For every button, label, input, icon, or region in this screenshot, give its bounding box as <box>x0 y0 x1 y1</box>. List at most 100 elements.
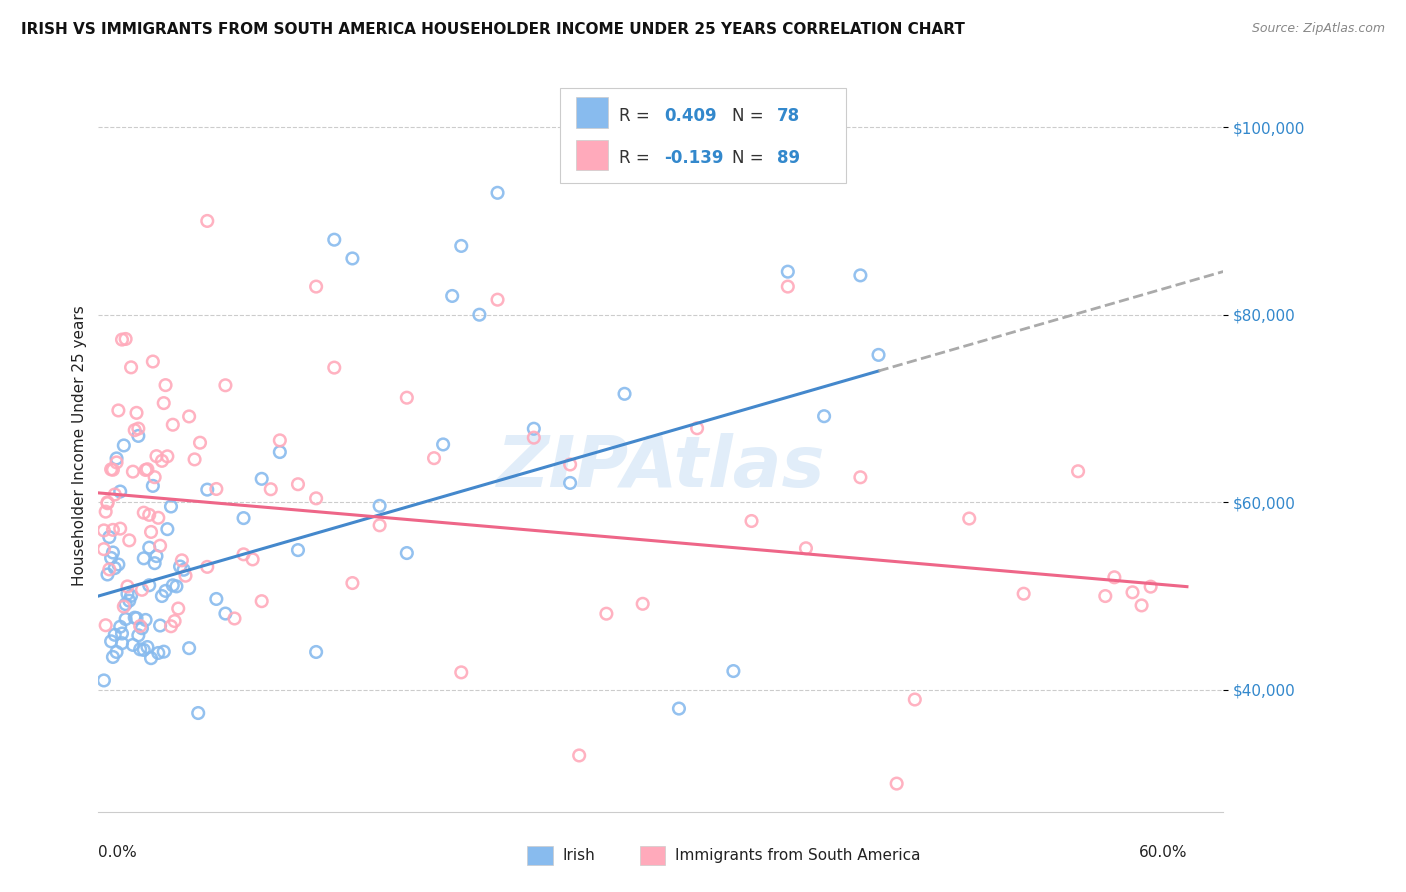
Point <box>794 541 817 556</box>
Point <box>232 511 254 525</box>
Point <box>139 651 162 665</box>
Point <box>149 618 172 632</box>
Point <box>287 543 309 558</box>
Point <box>486 186 509 200</box>
Point <box>523 422 546 436</box>
Point <box>441 289 464 303</box>
Text: N =: N = <box>731 149 769 167</box>
Point <box>813 409 835 424</box>
Point <box>142 479 165 493</box>
Point <box>131 582 153 597</box>
Point <box>142 354 165 368</box>
Point <box>269 445 291 459</box>
Point <box>112 438 135 452</box>
Point <box>143 556 166 570</box>
Point <box>155 583 177 598</box>
Point <box>122 638 145 652</box>
Point <box>138 578 160 592</box>
Point <box>129 619 152 633</box>
Point <box>305 645 328 659</box>
Point <box>568 748 591 763</box>
Point <box>162 578 184 592</box>
Point <box>96 496 118 510</box>
Point <box>160 500 183 514</box>
Point <box>107 403 129 417</box>
Point <box>741 514 763 528</box>
Point <box>105 645 128 659</box>
Point <box>187 706 209 720</box>
Point <box>94 505 117 519</box>
Point <box>118 533 141 548</box>
Point <box>423 451 446 466</box>
Point <box>468 308 491 322</box>
Point <box>323 233 346 247</box>
Text: -0.139: -0.139 <box>664 149 724 167</box>
Point <box>96 495 118 509</box>
Point <box>342 576 364 591</box>
Point <box>432 437 454 451</box>
Point <box>138 508 160 522</box>
Point <box>94 618 117 632</box>
Point <box>143 470 166 484</box>
Point <box>868 348 890 362</box>
Point <box>668 701 690 715</box>
Point <box>195 483 218 497</box>
Point <box>395 546 418 560</box>
Point <box>250 472 273 486</box>
Point <box>849 470 872 484</box>
Point <box>287 477 309 491</box>
Text: 0.409: 0.409 <box>664 107 717 125</box>
Point <box>486 293 509 307</box>
Point <box>96 567 118 582</box>
Point <box>957 511 980 525</box>
Point <box>595 607 617 621</box>
Y-axis label: Householder Income Under 25 years: Householder Income Under 25 years <box>72 306 87 586</box>
Point <box>150 454 173 468</box>
Point <box>100 634 122 648</box>
Point <box>224 611 246 625</box>
Point <box>135 613 157 627</box>
Point <box>139 524 162 539</box>
Point <box>125 611 148 625</box>
Point <box>305 279 328 293</box>
Point <box>395 391 418 405</box>
Point <box>174 568 197 582</box>
Text: 0.0%: 0.0% <box>98 845 138 860</box>
Point <box>111 626 134 640</box>
Point <box>117 579 139 593</box>
Text: Irish: Irish <box>562 848 595 863</box>
Point <box>269 434 291 448</box>
Point <box>1139 580 1161 594</box>
Point <box>122 465 145 479</box>
Point <box>101 523 124 537</box>
Point <box>93 542 115 557</box>
Point <box>232 547 254 561</box>
Point <box>101 650 124 665</box>
Point <box>108 484 131 499</box>
Point <box>127 429 149 443</box>
Point <box>100 462 122 476</box>
Point <box>160 619 183 633</box>
Point <box>152 645 174 659</box>
Point <box>323 360 346 375</box>
Text: IRISH VS IMMIGRANTS FROM SOUTH AMERICA HOUSEHOLDER INCOME UNDER 25 YEARS CORRELA: IRISH VS IMMIGRANTS FROM SOUTH AMERICA H… <box>21 22 965 37</box>
Point <box>523 431 546 445</box>
Point <box>111 636 134 650</box>
Point <box>170 553 193 567</box>
Point <box>149 539 172 553</box>
Point <box>776 265 799 279</box>
Point <box>214 378 236 392</box>
Point <box>631 597 654 611</box>
Point <box>104 487 127 501</box>
Point <box>93 524 115 538</box>
Point <box>450 239 472 253</box>
Point <box>100 551 122 566</box>
Point <box>776 279 799 293</box>
Point <box>105 455 128 469</box>
Point <box>114 597 136 611</box>
Point <box>183 452 205 467</box>
Point <box>188 435 211 450</box>
Point <box>152 396 174 410</box>
Point <box>127 628 149 642</box>
Point <box>155 378 177 392</box>
